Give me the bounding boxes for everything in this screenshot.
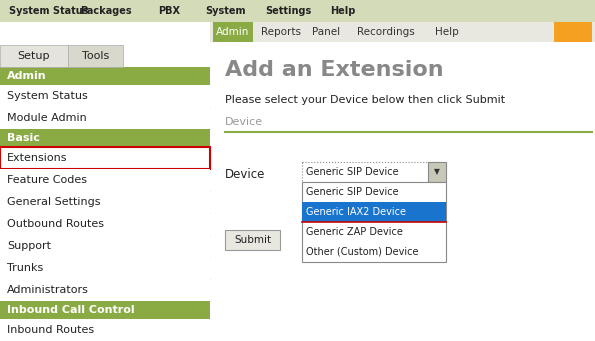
Text: Reports: Reports xyxy=(261,27,300,37)
Text: Trunks: Trunks xyxy=(7,263,43,273)
Text: Submit: Submit xyxy=(234,235,271,245)
Bar xyxy=(0,169,210,191)
Bar xyxy=(0,129,210,147)
Text: System: System xyxy=(205,6,246,16)
Text: Device: Device xyxy=(225,168,265,181)
Text: PBX: PBX xyxy=(158,6,180,16)
Text: Generic SIP Device: Generic SIP Device xyxy=(306,187,399,197)
Text: Support: Support xyxy=(7,241,51,251)
Text: Module Admin: Module Admin xyxy=(7,113,87,123)
Text: Basic: Basic xyxy=(7,133,40,143)
Bar xyxy=(0,45,68,67)
Bar xyxy=(0,235,210,257)
Text: Panel: Panel xyxy=(312,27,340,37)
Text: Administrators: Administrators xyxy=(7,285,89,295)
Bar xyxy=(213,22,253,42)
Text: Device: Device xyxy=(225,117,263,127)
Text: ▼: ▼ xyxy=(434,167,440,177)
Text: Generic ZAP Device: Generic ZAP Device xyxy=(306,227,403,237)
Bar xyxy=(210,42,595,341)
Bar xyxy=(302,202,446,222)
Text: Generic SIP Device: Generic SIP Device xyxy=(306,167,399,177)
Text: Please select your Device below then click Submit: Please select your Device below then cli… xyxy=(225,95,505,105)
Bar xyxy=(302,162,446,182)
Text: System Status: System Status xyxy=(9,6,89,16)
Bar xyxy=(225,230,280,250)
Bar xyxy=(210,22,595,42)
Bar xyxy=(302,182,446,262)
Text: Help: Help xyxy=(434,27,458,37)
Bar xyxy=(0,42,210,341)
Text: Inbound Call Control: Inbound Call Control xyxy=(7,305,134,315)
Bar xyxy=(0,213,210,235)
Bar xyxy=(0,319,210,341)
Bar xyxy=(0,301,210,319)
Text: Admin: Admin xyxy=(7,71,46,81)
Text: Other (Custom) Device: Other (Custom) Device xyxy=(306,247,418,257)
Text: Generic IAX2 Device: Generic IAX2 Device xyxy=(306,207,406,217)
Text: Help: Help xyxy=(330,6,356,16)
Text: Tools: Tools xyxy=(82,51,109,61)
Bar xyxy=(554,22,592,42)
Text: Extensions: Extensions xyxy=(7,153,67,163)
Text: Add an Extension: Add an Extension xyxy=(225,60,444,80)
Bar xyxy=(428,162,446,182)
Bar xyxy=(0,279,210,301)
Text: Packages: Packages xyxy=(80,6,132,16)
Bar xyxy=(0,85,210,107)
Bar xyxy=(0,67,210,85)
Text: Inbound Routes: Inbound Routes xyxy=(7,325,94,335)
Text: Setup: Setup xyxy=(18,51,50,61)
Text: Admin: Admin xyxy=(217,27,250,37)
Text: Feature Codes: Feature Codes xyxy=(7,175,87,185)
Text: Outbound Routes: Outbound Routes xyxy=(7,219,104,229)
Bar xyxy=(0,147,210,169)
Text: Settings: Settings xyxy=(265,6,311,16)
Bar xyxy=(0,191,210,213)
Text: System Status: System Status xyxy=(7,91,87,101)
Bar xyxy=(0,107,210,129)
Bar xyxy=(68,45,123,67)
Bar xyxy=(0,0,595,22)
Bar xyxy=(0,257,210,279)
Text: Recordings: Recordings xyxy=(357,27,415,37)
Text: General Settings: General Settings xyxy=(7,197,101,207)
